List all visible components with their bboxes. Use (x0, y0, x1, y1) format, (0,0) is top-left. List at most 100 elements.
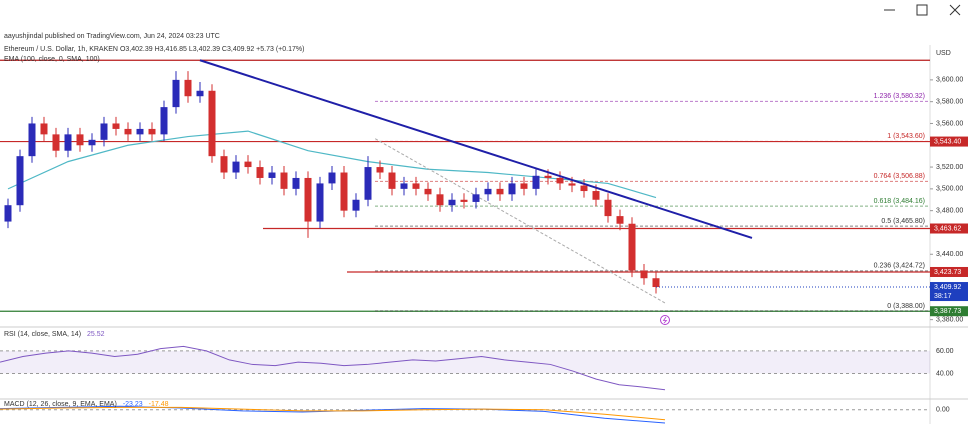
candle-body (88, 139, 96, 146)
candle-body (532, 175, 540, 189)
legend-entry: -23.23 (123, 401, 143, 408)
candle-body (256, 167, 264, 178)
price-tag-label: 3,387.73 (934, 308, 961, 315)
y-tick-label: 3,500.00 (936, 186, 963, 193)
candle-body (640, 270, 648, 279)
pane-title: MACD (12, 26, close, 9, EMA, EMA) (4, 401, 117, 408)
candle-body (52, 134, 60, 151)
price-tag (930, 136, 968, 147)
y-tick-label: 60.00 (936, 348, 954, 355)
candle-body (196, 90, 204, 97)
currency-label: USD (936, 50, 951, 57)
price-tag-label: 3,409.92 (934, 284, 961, 291)
candle-body (496, 188, 504, 195)
candle-body (400, 183, 408, 189)
candle-body (580, 185, 588, 192)
y-tick-label: 3,580.00 (936, 99, 963, 106)
candle-body (556, 177, 564, 184)
y-tick-label: 3,600.00 (936, 77, 963, 84)
candle-body (460, 199, 468, 202)
candle-body (328, 172, 336, 184)
candle-body (208, 90, 216, 157)
price-tag (930, 306, 968, 317)
y-tick-label: 3,480.00 (936, 208, 963, 215)
pane-title: RSI (14, close, SMA, 14) (4, 331, 81, 338)
candle-body (472, 194, 480, 202)
y-tick-label: 3,560.00 (936, 120, 963, 127)
fib-label: 0.236 (3,424.72) (874, 263, 925, 270)
candle-body (16, 156, 24, 206)
candle-body (172, 79, 180, 108)
event-icon (662, 316, 668, 324)
price-tag (930, 223, 968, 234)
publisher: aayushjindal published on TradingView.co… (4, 33, 220, 40)
fib-label: 0.764 (3,506.88) (874, 173, 925, 180)
candle-body (364, 167, 372, 200)
price-tag (930, 282, 968, 302)
candle-body (376, 167, 384, 173)
candle-body (112, 123, 120, 129)
candle-body (412, 183, 420, 189)
indicator: EMA (100, close, 0, SMA, 100) (4, 56, 100, 63)
maximize-button[interactable] (916, 4, 928, 16)
candle-body (184, 79, 192, 97)
candle-body (148, 128, 156, 135)
candle-body (232, 161, 240, 173)
price-tag-label: 3,543.40 (934, 138, 961, 145)
candle-body (568, 183, 576, 186)
y-tick-label: 3,380.00 (936, 316, 963, 323)
symbol-line: Ethereum / U.S. Dollar, 1h, KRAKEN O3,40… (4, 46, 304, 53)
candle-body (136, 128, 144, 135)
candle-body (652, 278, 660, 288)
candle-body (388, 172, 396, 189)
candle-body (616, 216, 624, 224)
candle-body (160, 107, 168, 135)
candle-body (448, 199, 456, 206)
pane-value: 25.52 (87, 331, 105, 338)
price-tag-label: 3,463.62 (934, 225, 961, 232)
rsi-band (0, 350, 930, 374)
candle-body (304, 177, 312, 222)
rsi-line (0, 345, 666, 391)
fib-label: 0.618 (3,484.16) (874, 198, 925, 205)
y-tick-label: 3,520.00 (936, 164, 963, 171)
candle-body (100, 123, 108, 140)
legend-entry: -17.48 (149, 401, 169, 408)
fib-label: 0.5 (3,465.80) (881, 218, 925, 225)
candle-body (220, 156, 228, 173)
candle-body (316, 183, 324, 222)
projection (374, 138, 666, 304)
y-tick-label: 0.00 (936, 407, 950, 414)
candle-body (628, 223, 636, 271)
symbol: Ethereum / U.S. Dollar, 1h, KRAKEN (4, 46, 118, 53)
candle-body (352, 199, 360, 211)
ohlc: O3,402.39 H3,416.85 L3,402.39 C3,409.92 … (119, 46, 305, 53)
candle-body (436, 194, 444, 206)
candle-body (340, 172, 348, 211)
candle-body (508, 183, 516, 195)
candle-body (280, 172, 288, 189)
candle-body (40, 123, 48, 135)
candle-body (604, 199, 612, 217)
trendline (199, 59, 753, 239)
candle-body (28, 123, 36, 157)
candle-body (544, 175, 552, 178)
event-icon (660, 315, 670, 325)
candle-body (124, 128, 132, 135)
price-tag-label: 3,423.73 (934, 269, 961, 276)
y-tick-label: 40.00 (936, 370, 954, 377)
macd-line (0, 406, 666, 421)
candle-body (520, 183, 528, 189)
fib-label: 0 (3,388.00) (887, 303, 925, 310)
fib-label: 1.236 (3,580.32) (874, 93, 925, 100)
candle-body (4, 205, 12, 222)
close-button[interactable] (949, 4, 961, 16)
candle-body (484, 188, 492, 195)
fib-label: 1 (3,543.60) (887, 133, 925, 140)
candle-body (592, 191, 600, 200)
countdown: 38:17 (934, 293, 952, 300)
y-tick-label: 3,440.00 (936, 251, 963, 258)
